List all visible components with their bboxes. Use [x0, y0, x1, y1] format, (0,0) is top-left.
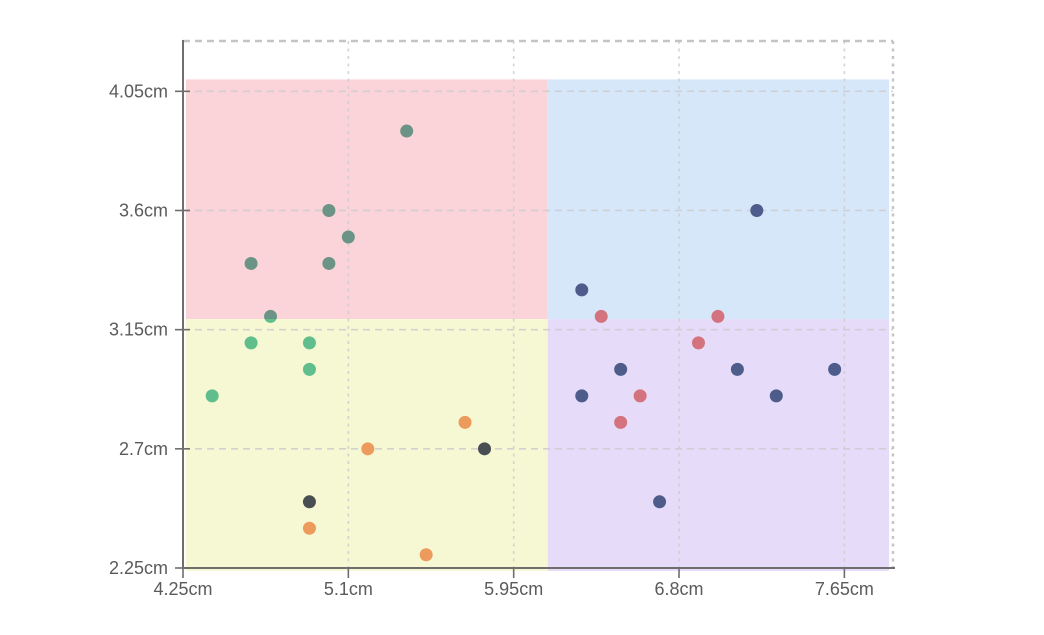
- data-point: [478, 442, 492, 456]
- data-point: [400, 124, 414, 138]
- data-point: [614, 362, 628, 376]
- y-tick-label: 2.25cm: [109, 558, 168, 578]
- data-point: [302, 336, 316, 350]
- data-point: [691, 336, 705, 350]
- data-point: [458, 415, 472, 429]
- y-tick-label: 3.6cm: [119, 200, 168, 220]
- data-point: [828, 362, 842, 376]
- data-point: [711, 309, 725, 323]
- data-point: [575, 389, 589, 403]
- data-point: [302, 521, 316, 535]
- y-tick-label: 3.15cm: [109, 320, 168, 340]
- data-point: [633, 389, 647, 403]
- data-point: [730, 362, 744, 376]
- data-point: [750, 203, 764, 217]
- data-point: [614, 415, 628, 429]
- x-tick-label: 7.65cm: [815, 579, 874, 599]
- quadrant-top-right: [547, 79, 890, 320]
- x-tick-label: 5.1cm: [324, 579, 373, 599]
- y-tick-label: 2.7cm: [119, 439, 168, 459]
- data-point: [575, 283, 589, 297]
- data-point: [302, 495, 316, 509]
- data-point: [769, 389, 783, 403]
- data-point: [341, 230, 355, 244]
- quadrant-bottom-right: [547, 319, 890, 571]
- data-point: [302, 362, 316, 376]
- data-point: [244, 256, 258, 270]
- y-tick-label: 4.05cm: [109, 81, 168, 101]
- x-tick-label: 5.95cm: [484, 579, 543, 599]
- data-point: [322, 256, 336, 270]
- data-point: [322, 203, 336, 217]
- data-point: [264, 309, 278, 323]
- quadrant-top-left: [185, 79, 548, 320]
- data-point: [205, 389, 219, 403]
- data-point: [419, 548, 433, 562]
- data-point: [594, 309, 608, 323]
- data-point: [244, 336, 258, 350]
- data-point: [361, 442, 375, 456]
- x-tick-label: 6.8cm: [655, 579, 704, 599]
- data-point: [653, 495, 667, 509]
- x-tick-label: 4.25cm: [153, 579, 212, 599]
